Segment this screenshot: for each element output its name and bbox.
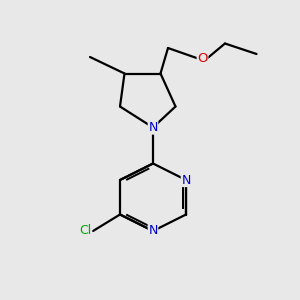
Text: N: N xyxy=(148,121,158,134)
Text: N: N xyxy=(148,224,158,238)
Text: O: O xyxy=(197,52,208,65)
Text: N: N xyxy=(181,173,191,187)
Text: Cl: Cl xyxy=(80,224,92,238)
